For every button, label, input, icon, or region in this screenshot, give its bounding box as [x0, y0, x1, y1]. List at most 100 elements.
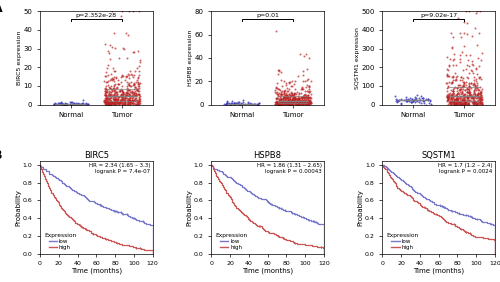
Point: [272, 99, 280, 103]
Point: [52, 102, 60, 106]
Point: [456, 96, 464, 100]
Point: [298, 101, 306, 105]
Point: [460, 101, 468, 106]
Point: [448, 89, 456, 93]
Point: [297, 99, 305, 104]
Point: [70, 102, 78, 107]
Point: [106, 43, 114, 47]
Point: [290, 94, 298, 98]
Point: [302, 100, 310, 104]
Point: [403, 99, 411, 103]
Point: [278, 89, 286, 93]
Point: [282, 95, 290, 100]
Point: [104, 93, 112, 98]
Point: [400, 98, 407, 102]
Point: [277, 78, 285, 82]
Point: [476, 100, 484, 104]
Point: [451, 71, 459, 76]
Point: [126, 84, 134, 89]
Point: [460, 96, 468, 101]
Point: [446, 74, 454, 78]
Point: [298, 86, 306, 90]
Point: [106, 100, 114, 104]
Point: [277, 102, 285, 106]
Point: [448, 45, 456, 49]
Point: [300, 99, 308, 103]
Point: [420, 100, 428, 105]
Point: [134, 99, 141, 103]
Point: [222, 102, 230, 106]
Point: [456, 91, 464, 96]
Point: [122, 102, 130, 106]
Point: [252, 102, 260, 106]
Point: [272, 99, 280, 104]
Point: [450, 85, 458, 90]
Point: [473, 96, 481, 100]
Point: [298, 85, 306, 89]
Point: [296, 102, 304, 106]
Point: [118, 92, 126, 97]
Point: [272, 88, 280, 93]
Point: [460, 98, 468, 102]
Point: [284, 102, 292, 106]
Point: [447, 95, 455, 100]
Point: [134, 96, 142, 101]
Point: [465, 90, 473, 95]
Point: [84, 102, 92, 106]
Point: [277, 100, 285, 104]
Point: [290, 98, 298, 102]
Point: [110, 83, 118, 87]
Point: [128, 101, 136, 106]
Point: [453, 89, 461, 94]
Point: [110, 83, 118, 88]
Point: [274, 101, 282, 106]
Point: [114, 100, 122, 104]
Point: [134, 72, 142, 77]
Point: [449, 100, 457, 105]
Point: [464, 96, 471, 100]
Point: [230, 102, 237, 107]
Point: [131, 90, 139, 95]
Point: [444, 97, 452, 101]
Point: [302, 94, 310, 99]
Point: [449, 89, 457, 93]
Point: [476, 94, 484, 98]
Point: [125, 97, 133, 102]
Title: HSPB8: HSPB8: [254, 151, 281, 160]
Point: [58, 100, 66, 105]
Point: [471, 101, 479, 106]
Point: [102, 95, 110, 100]
Point: [108, 76, 116, 81]
Point: [70, 101, 78, 105]
Point: [456, 101, 464, 106]
Point: [465, 90, 473, 94]
Point: [452, 100, 460, 105]
Point: [306, 99, 314, 104]
Point: [285, 99, 293, 103]
Point: [460, 100, 468, 104]
Point: [477, 93, 485, 98]
Point: [444, 96, 452, 100]
Point: [466, 89, 474, 94]
Point: [462, 74, 470, 79]
Point: [288, 84, 296, 88]
Point: [134, 74, 141, 79]
Point: [300, 98, 308, 103]
Point: [106, 101, 114, 105]
Point: [108, 76, 116, 80]
Point: [454, 91, 462, 96]
Point: [288, 101, 296, 106]
Point: [459, 97, 467, 102]
Point: [136, 101, 143, 105]
Point: [474, 98, 482, 102]
Point: [104, 78, 112, 83]
Point: [402, 95, 410, 100]
Point: [110, 102, 118, 107]
Point: [120, 96, 128, 100]
Point: [119, 74, 127, 79]
Point: [302, 102, 310, 106]
Point: [282, 99, 290, 103]
Point: [300, 96, 308, 100]
Point: [442, 94, 450, 99]
Point: [126, 69, 134, 73]
